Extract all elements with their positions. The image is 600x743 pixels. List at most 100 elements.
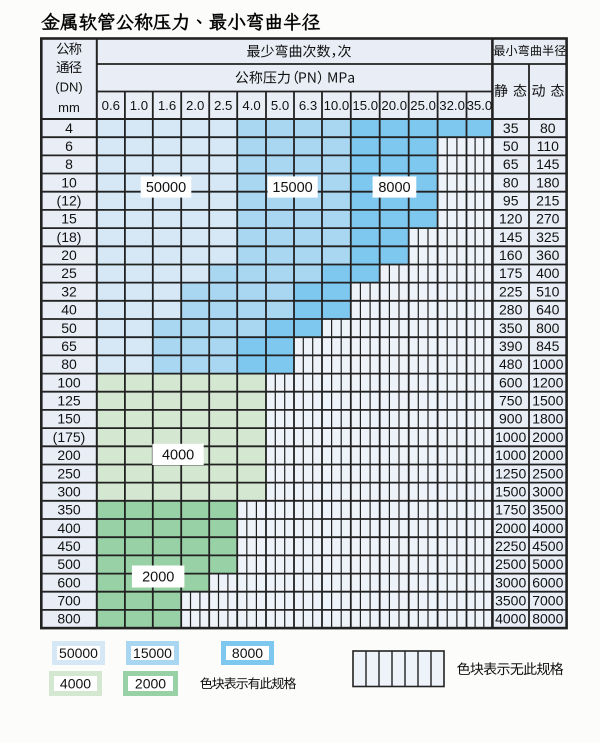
svg-text:10.0: 10.0 — [324, 98, 350, 113]
svg-text:7000: 7000 — [532, 593, 563, 609]
svg-text:4500: 4500 — [532, 538, 563, 554]
svg-text:1200: 1200 — [532, 374, 563, 390]
svg-text:300: 300 — [57, 483, 81, 499]
svg-text:800: 800 — [57, 611, 81, 627]
svg-text:480: 480 — [499, 356, 523, 372]
svg-text:32.0: 32.0 — [439, 98, 465, 113]
svg-text:160: 160 — [499, 247, 523, 263]
svg-text:8: 8 — [65, 156, 73, 172]
svg-text:50: 50 — [503, 138, 519, 154]
svg-text:3000: 3000 — [532, 483, 563, 499]
svg-text:225: 225 — [499, 283, 523, 299]
svg-text:1000: 1000 — [532, 356, 563, 372]
svg-text:1750: 1750 — [495, 502, 526, 518]
svg-text:120: 120 — [499, 211, 523, 227]
svg-text:125: 125 — [57, 393, 81, 409]
svg-text:1500: 1500 — [532, 393, 563, 409]
svg-text:15000: 15000 — [272, 180, 312, 196]
svg-text:8000: 8000 — [532, 611, 563, 627]
svg-text:8000: 8000 — [378, 180, 410, 196]
svg-text:95: 95 — [503, 193, 519, 209]
svg-text:350: 350 — [499, 320, 523, 336]
svg-text:350: 350 — [57, 502, 81, 518]
svg-text:20: 20 — [61, 247, 77, 263]
svg-text:35: 35 — [503, 120, 519, 136]
svg-text:2000: 2000 — [532, 429, 563, 445]
svg-text:750: 750 — [499, 393, 523, 409]
svg-text:250: 250 — [57, 465, 81, 481]
svg-text:390: 390 — [499, 338, 523, 354]
svg-text:32: 32 — [61, 283, 77, 299]
svg-text:4000: 4000 — [60, 675, 91, 691]
svg-text:(12): (12) — [57, 193, 82, 209]
svg-text:15: 15 — [61, 211, 77, 227]
svg-text:15.0: 15.0 — [352, 98, 378, 113]
svg-text:3000: 3000 — [495, 574, 526, 590]
svg-text:900: 900 — [499, 411, 523, 427]
svg-text:500: 500 — [57, 556, 81, 572]
svg-text:3500: 3500 — [495, 593, 526, 609]
svg-text:50000: 50000 — [59, 645, 98, 661]
svg-text:145: 145 — [536, 156, 560, 172]
svg-text:50000: 50000 — [146, 180, 186, 196]
svg-text:4000: 4000 — [162, 447, 194, 463]
svg-text:3500: 3500 — [532, 502, 563, 518]
svg-text:10: 10 — [61, 174, 77, 190]
svg-text:180: 180 — [536, 174, 560, 190]
svg-text:50: 50 — [61, 320, 77, 336]
svg-text:700: 700 — [57, 593, 81, 609]
svg-text:1000: 1000 — [495, 447, 526, 463]
svg-text:0.6: 0.6 — [102, 98, 120, 113]
svg-text:8000: 8000 — [232, 645, 263, 661]
svg-text:1250: 1250 — [495, 465, 526, 481]
svg-text:510: 510 — [536, 283, 560, 299]
svg-text:1500: 1500 — [495, 483, 526, 499]
svg-text:215: 215 — [536, 193, 560, 209]
svg-text:(175): (175) — [53, 429, 86, 445]
svg-text:15000: 15000 — [133, 645, 172, 661]
svg-text:1800: 1800 — [532, 411, 563, 427]
svg-text:80: 80 — [61, 356, 77, 372]
svg-text:5.0: 5.0 — [271, 98, 289, 113]
svg-text:2000: 2000 — [495, 520, 526, 536]
svg-text:80: 80 — [540, 120, 556, 136]
svg-text:25: 25 — [61, 265, 77, 281]
svg-text:1.6: 1.6 — [158, 98, 176, 113]
svg-text:4000: 4000 — [532, 520, 563, 536]
svg-text:640: 640 — [536, 302, 560, 318]
svg-text:6.3: 6.3 — [299, 98, 317, 113]
svg-text:110: 110 — [537, 138, 560, 154]
svg-text:600: 600 — [499, 374, 523, 390]
svg-text:4000: 4000 — [495, 611, 526, 627]
svg-text:1.0: 1.0 — [130, 98, 148, 113]
svg-text:150: 150 — [57, 411, 81, 427]
svg-text:325: 325 — [536, 229, 560, 245]
svg-text:100: 100 — [57, 374, 81, 390]
svg-text:2000: 2000 — [532, 447, 563, 463]
svg-text:25.0: 25.0 — [410, 98, 436, 113]
svg-text:80: 80 — [503, 174, 519, 190]
svg-text:400: 400 — [536, 265, 560, 281]
svg-text:360: 360 — [536, 247, 560, 263]
svg-text:2.5: 2.5 — [214, 98, 232, 113]
svg-text:2500: 2500 — [495, 556, 526, 572]
svg-text:(DN): (DN) — [55, 80, 82, 95]
svg-text:65: 65 — [503, 156, 519, 172]
svg-text:6000: 6000 — [532, 574, 563, 590]
svg-text:2000: 2000 — [135, 675, 166, 691]
svg-text:4.0: 4.0 — [242, 98, 260, 113]
svg-text:845: 845 — [536, 338, 560, 354]
svg-text:2.0: 2.0 — [186, 98, 204, 113]
svg-text:280: 280 — [499, 302, 523, 318]
svg-text:20.0: 20.0 — [381, 98, 407, 113]
svg-text:200: 200 — [57, 447, 81, 463]
svg-text:450: 450 — [57, 538, 81, 554]
svg-text:(18): (18) — [57, 229, 82, 245]
svg-text:6: 6 — [65, 138, 73, 154]
svg-text:270: 270 — [536, 211, 560, 227]
svg-text:5000: 5000 — [532, 556, 563, 572]
svg-text:35.0: 35.0 — [467, 98, 493, 113]
svg-text:400: 400 — [57, 520, 81, 536]
svg-text:2500: 2500 — [532, 465, 563, 481]
svg-text:2250: 2250 — [495, 538, 526, 554]
